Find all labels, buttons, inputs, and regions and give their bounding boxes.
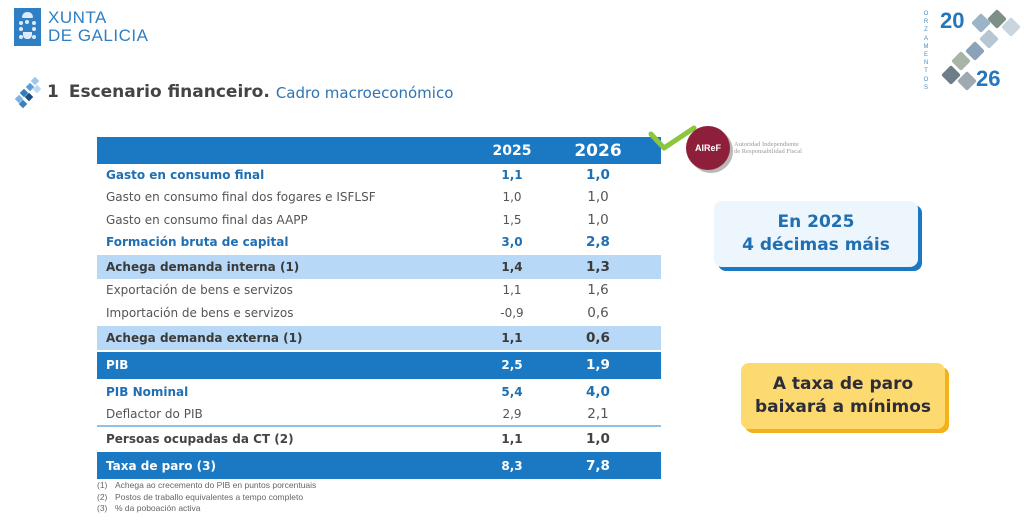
row-label: Exportación de bens e servizos — [106, 283, 293, 298]
logo-line-1: XUNTA — [48, 8, 107, 27]
section-heading: Escenario financeiro. — [68, 82, 270, 102]
value-2026: 2,8 — [586, 234, 610, 251]
row-label: Gasto en consumo final das AAPP — [106, 212, 308, 227]
row-label: PIB Nominal — [106, 384, 189, 399]
checkmark-icon — [648, 125, 697, 151]
row-label: Importación de bens e servizos — [106, 305, 294, 320]
value-2026: 1,0 — [586, 430, 610, 447]
value-2025: 1,1 — [501, 168, 523, 183]
value-2025: 5,4 — [501, 384, 523, 399]
section-title: 1 Escenario financeiro. Cadro macroeconó… — [12, 76, 454, 109]
xunta-logo: XUNTA DE GALICIA — [14, 8, 148, 46]
callout-line: 4 décimas máis — [742, 235, 890, 255]
table-row: Gasto en consumo final das AAPP 1,5 1,0 — [97, 209, 661, 231]
row-label: Persoas ocupadas da CT (2) — [106, 431, 294, 446]
row-label: Achega demanda externa (1) — [106, 330, 303, 345]
value-2025: 1,1 — [502, 283, 522, 298]
value-2026: 1,3 — [586, 259, 610, 276]
value-2026: 4,0 — [586, 383, 610, 400]
value-2026: 1,6 — [587, 282, 609, 299]
table-row: Achega demanda externa (1) 1,1 0,6 — [97, 325, 661, 350]
value-2025: 3,0 — [501, 235, 523, 250]
row-label: Deflactor do PIB — [106, 407, 203, 422]
header-2025: 2025 — [492, 142, 532, 159]
table-row: Gasto en consumo final 1,1 1,0 — [97, 164, 661, 186]
value-2026: 2,1 — [587, 406, 609, 423]
callout-unemployment: A taxa de paro baixará a mínimos — [741, 363, 945, 429]
table-row: Importación de bens e servizos -0,9 0,6 — [97, 301, 661, 323]
value-2025: 1,5 — [502, 212, 522, 227]
airef-badge: AIReF — [686, 126, 730, 170]
row-label: Gasto en consumo final — [106, 168, 265, 183]
table-row: PIB 2,5 1,9 — [97, 351, 661, 379]
table-row: Formación bruta de capital 3,0 2,8 — [97, 231, 661, 253]
value-2025: 2,5 — [501, 358, 523, 373]
value-2025: -0,9 — [500, 305, 524, 320]
value-2026: 0,6 — [586, 329, 610, 346]
value-2026: 1,0 — [587, 211, 609, 228]
section-subheading: Cadro macroeconómico — [275, 83, 454, 102]
header-2026: 2026 — [574, 140, 622, 161]
callout-line: baixará a mínimos — [754, 397, 932, 417]
brand-year-top: 20 — [940, 8, 965, 33]
airef-logo: AIReF Autoridad Independiente de Respons… — [686, 126, 802, 170]
galicia-emblem-icon — [14, 8, 41, 46]
callout-2025-increase: En 2025 4 décimas máis — [714, 201, 918, 267]
logo-line-2: DE GALICIA — [48, 26, 149, 45]
footnote: (2) Postos de traballo equivalentes a tem… — [97, 491, 304, 502]
table-header: 2025 2026 — [97, 137, 661, 164]
row-label: Achega demanda interna (1) — [106, 260, 300, 275]
macroeconomic-table: 2025 2026 Gasto en consumo final 1,1 1,0 Ga… — [97, 137, 661, 480]
value-2026: 1,0 — [587, 189, 609, 206]
value-2025: 1,4 — [501, 260, 523, 275]
table-row: Achega demanda interna (1) 1,4 1,3 — [97, 255, 661, 280]
callout-line: A taxa de paro — [772, 374, 914, 394]
row-label: Taxa de paro (3) — [106, 458, 217, 473]
footnotes: (1) Achega ao crecemento do PIB en puntos… — [97, 480, 316, 515]
section-number: 1 — [47, 82, 59, 102]
photo-tile-icon — [979, 29, 999, 49]
table-row: Gasto en consumo final dos fogares e ISF… — [97, 186, 661, 208]
brand-year-bottom: 26 — [976, 66, 1001, 91]
value-2025: 1,1 — [501, 330, 523, 345]
value-2025: 8,3 — [501, 458, 523, 473]
row-label: Gasto en consumo final dos fogares e ISF… — [106, 190, 376, 205]
value-2026: 1,0 — [586, 167, 610, 184]
footnote: (3)% da poboación activa — [97, 503, 201, 513]
table-row: Exportación de bens e servizos 1,1 1,6 — [97, 279, 661, 301]
callout-line: En 2025 — [777, 212, 855, 232]
airef-line-1: Autoridad Independiente — [734, 140, 799, 148]
row-label: PIB — [106, 358, 129, 373]
table-row: Taxa de paro (3) 8,3 7,8 — [97, 452, 661, 480]
table-row: PIB Nominal 5,4 4,0 — [97, 381, 661, 403]
value-2025: 1,0 — [502, 190, 522, 205]
value-2025: 2,9 — [502, 407, 522, 422]
airef-line-2: de Responsabilidad Fiscal — [734, 148, 802, 155]
value-2025: 1,1 — [501, 431, 523, 446]
row-label: Formación bruta de capital — [106, 235, 289, 250]
value-2026: 7,8 — [586, 457, 610, 474]
value-2026: 0,6 — [587, 304, 609, 321]
diamond-mosaic-icon — [12, 76, 44, 109]
table-row: Persoas ocupadas da CT (2) 1,1 1,0 — [97, 425, 661, 450]
footnote: (1) Achega ao crecemento do PIB en puntos… — [97, 480, 317, 490]
value-2026: 1,9 — [586, 357, 610, 374]
table-row: Deflactor do PIB 2,9 2,1 — [97, 403, 661, 425]
